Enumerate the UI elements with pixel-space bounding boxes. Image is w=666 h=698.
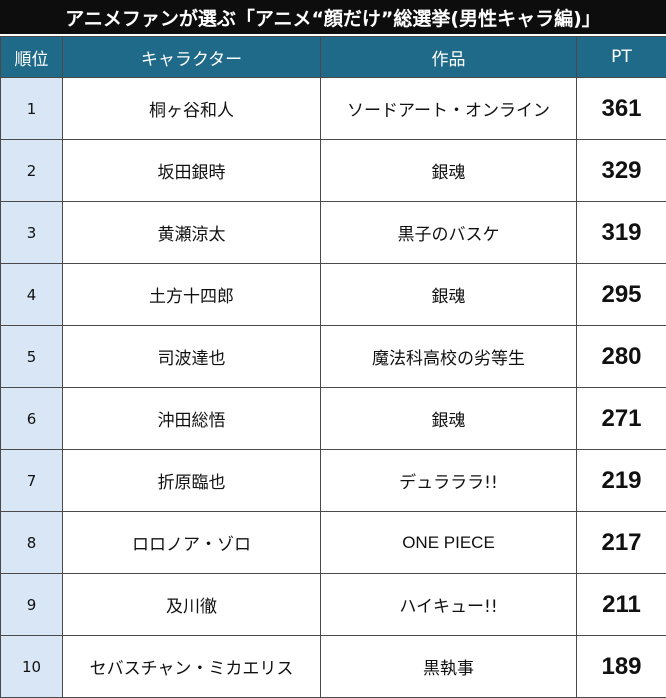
work-cell: 魔法科高校の劣等生 — [321, 326, 577, 388]
rank-cell: 5 — [1, 326, 63, 388]
chart-title: アニメファンが選ぶ「アニメ“顔だけ”総選挙(男性キャラ編)」 — [65, 4, 601, 31]
work-cell: ソードアート・オンライン — [321, 78, 577, 140]
rank-cell: 1 — [1, 78, 63, 140]
header-row: 順位 キャラクター 作品 PT — [1, 37, 666, 78]
character-cell: 桐ヶ谷和人 — [63, 78, 321, 140]
character-cell: 黄瀬涼太 — [63, 202, 321, 264]
character-cell: 司波達也 — [63, 326, 321, 388]
rank-cell: 6 — [1, 388, 63, 450]
rank-cell: 8 — [1, 512, 63, 574]
character-cell: 折原臨也 — [63, 450, 321, 512]
rank-cell: 2 — [1, 140, 63, 202]
rank-cell: 4 — [1, 264, 63, 326]
work-cell: 銀魂 — [321, 388, 577, 450]
character-cell: 坂田銀時 — [63, 140, 321, 202]
title-bar: アニメファンが選ぶ「アニメ“顔だけ”総選挙(男性キャラ編)」 — [0, 0, 666, 36]
pt-cell: 211 — [577, 574, 666, 636]
work-cell: 黒子のバスケ — [321, 202, 577, 264]
pt-cell: 329 — [577, 140, 666, 202]
character-cell: 沖田総悟 — [63, 388, 321, 450]
work-cell: ハイキュー!! — [321, 574, 577, 636]
work-cell: デュラララ!! — [321, 450, 577, 512]
pt-cell: 189 — [577, 636, 666, 698]
pt-cell: 319 — [577, 202, 666, 264]
work-cell: 銀魂 — [321, 140, 577, 202]
rank-cell: 10 — [1, 636, 63, 698]
character-cell: ロロノア・ゾロ — [63, 512, 321, 574]
rank-cell: 9 — [1, 574, 63, 636]
character-cell: セバスチャン・ミカエリス — [63, 636, 321, 698]
character-cell: 土方十四郎 — [63, 264, 321, 326]
pt-cell: 295 — [577, 264, 666, 326]
pt-cell: 280 — [577, 326, 666, 388]
pt-cell: 361 — [577, 78, 666, 140]
pt-cell: 217 — [577, 512, 666, 574]
work-cell: ONE PIECE — [321, 512, 577, 574]
work-cell: 黒執事 — [321, 636, 577, 698]
column-header-work: 作品 — [321, 37, 577, 78]
character-cell: 及川徹 — [63, 574, 321, 636]
column-header-character: キャラクター — [63, 37, 321, 78]
pt-cell: 219 — [577, 450, 666, 512]
ranking-page: アニメファンが選ぶ「アニメ“顔だけ”総選挙(男性キャラ編)」 順位 キャラクター… — [0, 0, 666, 666]
rank-cell: 7 — [1, 450, 63, 512]
work-cell: 銀魂 — [321, 264, 577, 326]
column-header-pt: PT — [577, 37, 666, 78]
pt-cell: 271 — [577, 388, 666, 450]
column-header-rank: 順位 — [1, 37, 63, 78]
rank-cell: 3 — [1, 202, 63, 264]
